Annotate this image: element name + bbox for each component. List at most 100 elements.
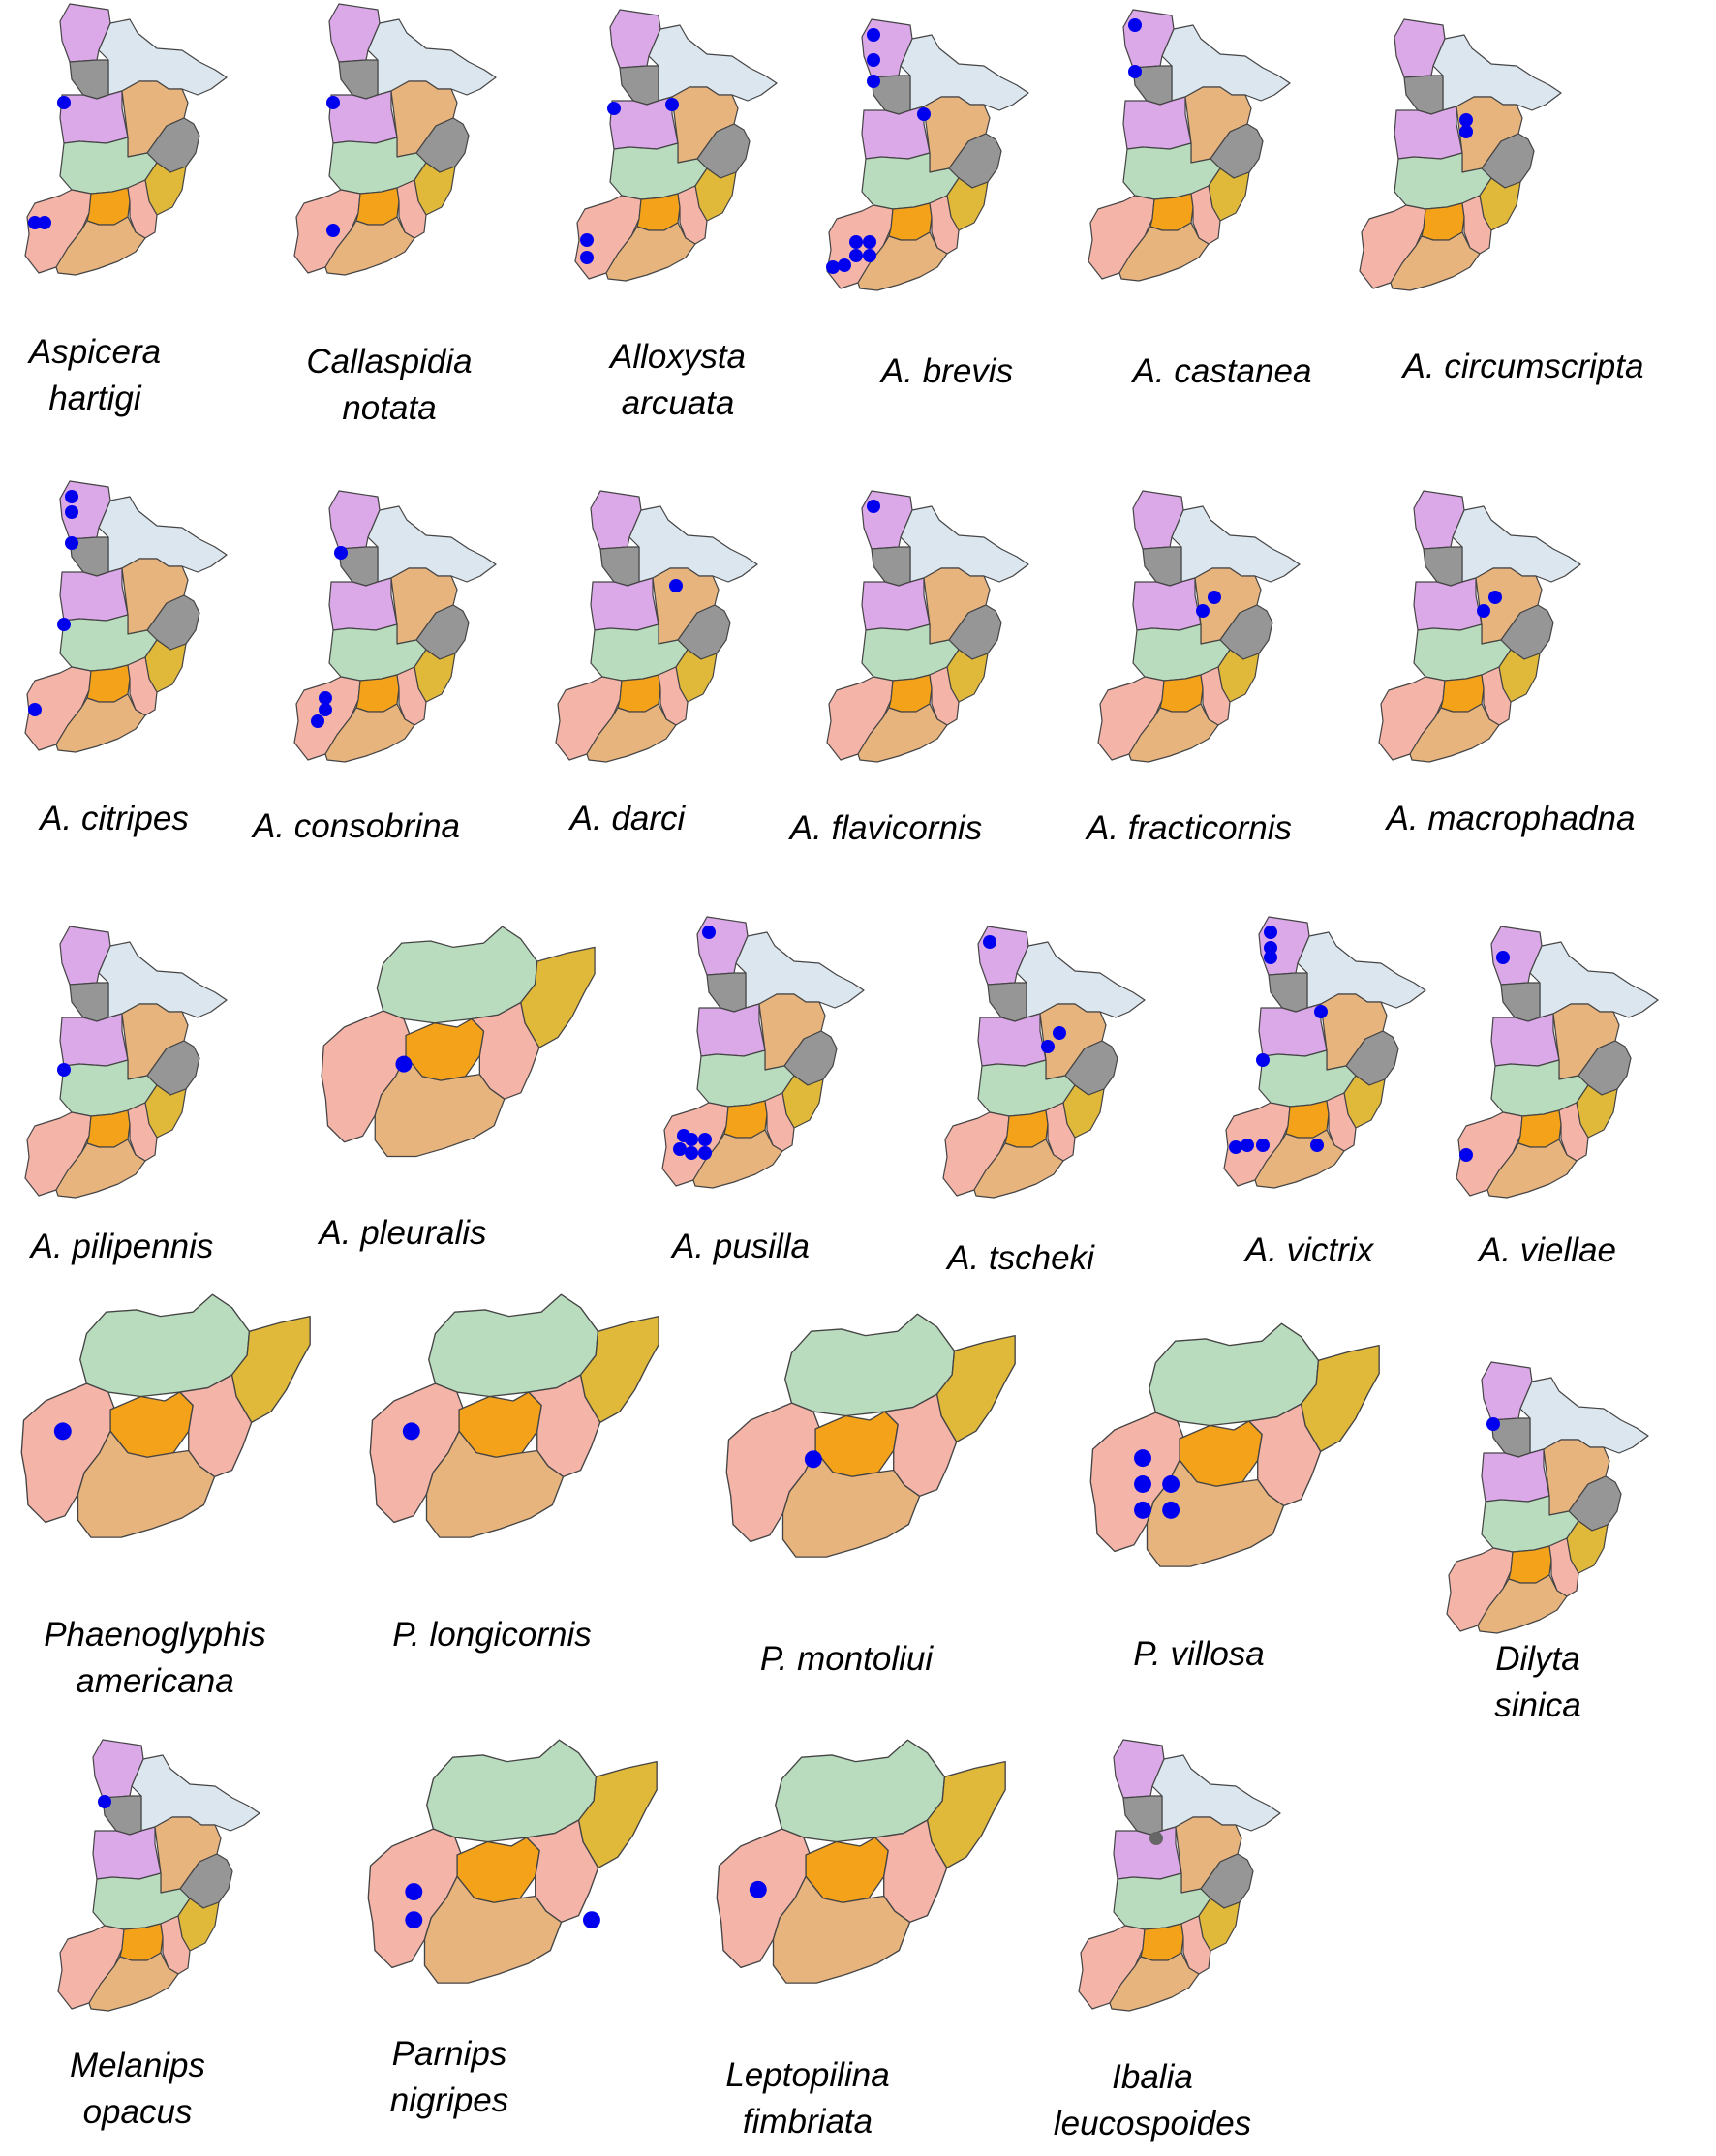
- full-region-map: [1359, 18, 1562, 291]
- map-region-12: [1390, 231, 1481, 291]
- map-region-4: [1481, 1448, 1550, 1503]
- full-region-map: [826, 490, 1029, 763]
- map-region-12: [55, 216, 146, 276]
- map-region-2: [1519, 1377, 1649, 1454]
- map-region-2: [1151, 1754, 1281, 1832]
- map-region-3: [1268, 972, 1308, 1013]
- record-dot: [1134, 1475, 1151, 1493]
- species-label-line: sinica: [1494, 1686, 1581, 1724]
- map-region-11: [1481, 666, 1512, 726]
- species-map-panel: [291, 489, 552, 789]
- record-dot: [38, 216, 51, 229]
- record-dot: [804, 1450, 822, 1469]
- map-region-5: [179, 1374, 253, 1478]
- full-region-map: [574, 9, 778, 282]
- map-region-3: [619, 65, 659, 106]
- map-region-5: [526, 1819, 599, 1924]
- species-label-line: leucospoides: [1053, 2105, 1252, 2142]
- record-dot: [1041, 1040, 1055, 1053]
- species-map-panel: [1220, 915, 1482, 1215]
- record-dot: [334, 546, 348, 560]
- species-label-line: Melanips: [69, 2047, 206, 2084]
- full-region-map: [57, 1739, 260, 2012]
- record-dot: [319, 703, 332, 716]
- map-region-2: [926, 1760, 1006, 1869]
- map-region-3: [1423, 546, 1463, 587]
- map-region-2: [735, 931, 865, 1009]
- record-dot: [319, 691, 332, 705]
- southern-region-map: [369, 1293, 659, 1538]
- map-region-11: [929, 666, 960, 726]
- record-dot: [1134, 1501, 1151, 1519]
- species-label: A. pusilla: [547, 1224, 935, 1270]
- species-label-line: A. viellae: [1478, 1231, 1617, 1269]
- full-region-map: [24, 480, 228, 753]
- record-dot: [685, 1146, 698, 1160]
- species-label-line: hartigi: [48, 380, 141, 417]
- map-region-11: [127, 179, 158, 239]
- record-dot: [1149, 1832, 1163, 1845]
- species-label-line: opacus: [82, 2093, 193, 2131]
- map-region-5: [884, 1393, 958, 1498]
- species-map-panel: [823, 17, 1085, 318]
- record-dot: [405, 1911, 423, 1929]
- map-region-12: [324, 703, 415, 763]
- map-region-11: [1461, 195, 1492, 255]
- map-region-11: [764, 1092, 795, 1152]
- map-region-2: [98, 941, 228, 1018]
- record-dot: [698, 1133, 712, 1146]
- record-dot: [669, 579, 683, 592]
- species-label: A. darci: [434, 796, 821, 842]
- species-label-line: Callaspidia: [306, 343, 473, 380]
- map-region-12: [55, 1139, 146, 1199]
- full-region-map: [293, 3, 497, 276]
- species-label: Melanips opacus: [0, 2043, 331, 2136]
- map-region-4: [1113, 1826, 1182, 1880]
- species-label: Parnips nigripes: [256, 2031, 643, 2124]
- full-region-map: [942, 926, 1146, 1199]
- map-region-2: [1016, 941, 1146, 1018]
- species-label-line: P. villosa: [1133, 1635, 1265, 1673]
- map-region-3: [1142, 546, 1182, 587]
- full-region-map: [1088, 9, 1291, 282]
- map-region-2: [1297, 931, 1426, 1009]
- map-region-11: [127, 1102, 158, 1162]
- map-region-3: [706, 972, 747, 1013]
- record-dot: [1459, 1148, 1473, 1162]
- map-region-2: [628, 505, 758, 583]
- map-region-3: [599, 546, 640, 587]
- map-region-2: [648, 24, 778, 102]
- map-region-6: [1146, 1459, 1285, 1567]
- record-dot: [749, 1880, 767, 1898]
- record-dot: [917, 107, 931, 121]
- map-region-4: [861, 106, 931, 160]
- full-region-map: [1456, 926, 1659, 1199]
- species-map-panel: [724, 1312, 1050, 1604]
- record-dot: [849, 235, 863, 249]
- map-region-11: [1180, 1915, 1211, 1975]
- species-label-line: A. tscheki: [947, 1239, 1094, 1277]
- species-map-panel: [368, 1292, 693, 1585]
- map-region-4: [59, 90, 129, 144]
- record-dot: [1459, 125, 1473, 138]
- map-region-4: [590, 577, 659, 631]
- record-dot: [53, 1422, 72, 1441]
- record-dot: [826, 260, 840, 274]
- map-region-4: [977, 1013, 1047, 1067]
- record-dot: [1162, 1501, 1180, 1519]
- record-dot: [57, 1063, 71, 1077]
- species-label: A. viellae: [1354, 1228, 1716, 1274]
- record-dot: [983, 935, 996, 949]
- species-label-line: Aspicera: [28, 333, 162, 371]
- record-dot: [1477, 604, 1490, 618]
- map-region-11: [929, 195, 960, 255]
- record-dot: [1256, 1053, 1270, 1067]
- map-region-3: [69, 982, 109, 1022]
- map-region-2: [1300, 1344, 1380, 1453]
- species-label-line: A. brevis: [880, 352, 1014, 390]
- full-region-map: [826, 18, 1029, 291]
- map-region-12: [857, 703, 948, 763]
- map-region-2: [230, 1315, 311, 1424]
- record-dot: [1196, 604, 1210, 618]
- map-region-12: [1477, 1574, 1568, 1634]
